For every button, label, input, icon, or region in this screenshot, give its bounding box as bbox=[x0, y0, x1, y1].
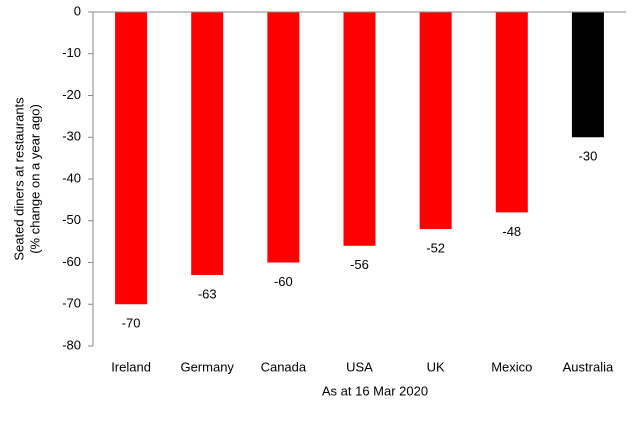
y-tick-label: 0 bbox=[74, 3, 81, 18]
x-tick-label: Ireland bbox=[111, 359, 151, 374]
x-tick-label: Australia bbox=[563, 359, 614, 374]
x-tick-label: UK bbox=[427, 359, 445, 374]
bar bbox=[419, 12, 452, 230]
y-tick-label: -40 bbox=[62, 170, 81, 185]
y-tick-label: -30 bbox=[62, 129, 81, 144]
x-tick-label: USA bbox=[346, 359, 373, 374]
bar bbox=[191, 12, 224, 276]
y-tick-label: -70 bbox=[62, 296, 81, 311]
y-axis-label: Seated diners at restaurants bbox=[11, 97, 26, 261]
y-axis-label: (% change on a year ago) bbox=[27, 104, 42, 254]
bar bbox=[495, 12, 528, 213]
data-label: -63 bbox=[198, 286, 217, 301]
bar bbox=[343, 12, 376, 246]
y-tick-label: -10 bbox=[62, 45, 81, 60]
y-tick-label: -50 bbox=[62, 212, 81, 227]
bar bbox=[115, 12, 148, 305]
bar bbox=[267, 12, 300, 263]
data-label: -56 bbox=[350, 257, 369, 272]
data-label: -60 bbox=[274, 274, 293, 289]
y-tick-label: -60 bbox=[62, 254, 81, 269]
data-label: -30 bbox=[579, 149, 598, 164]
data-label: -52 bbox=[426, 241, 445, 256]
x-axis-label: As at 16 Mar 2020 bbox=[322, 383, 428, 398]
data-label: -48 bbox=[502, 224, 521, 239]
x-tick-label: Canada bbox=[261, 359, 307, 374]
data-label: -70 bbox=[122, 316, 141, 331]
x-tick-label: Germany bbox=[180, 359, 234, 374]
x-tick-label: Mexico bbox=[491, 359, 532, 374]
y-tick-label: -80 bbox=[62, 337, 81, 352]
y-tick-label: -20 bbox=[62, 87, 81, 102]
bar bbox=[571, 12, 604, 138]
